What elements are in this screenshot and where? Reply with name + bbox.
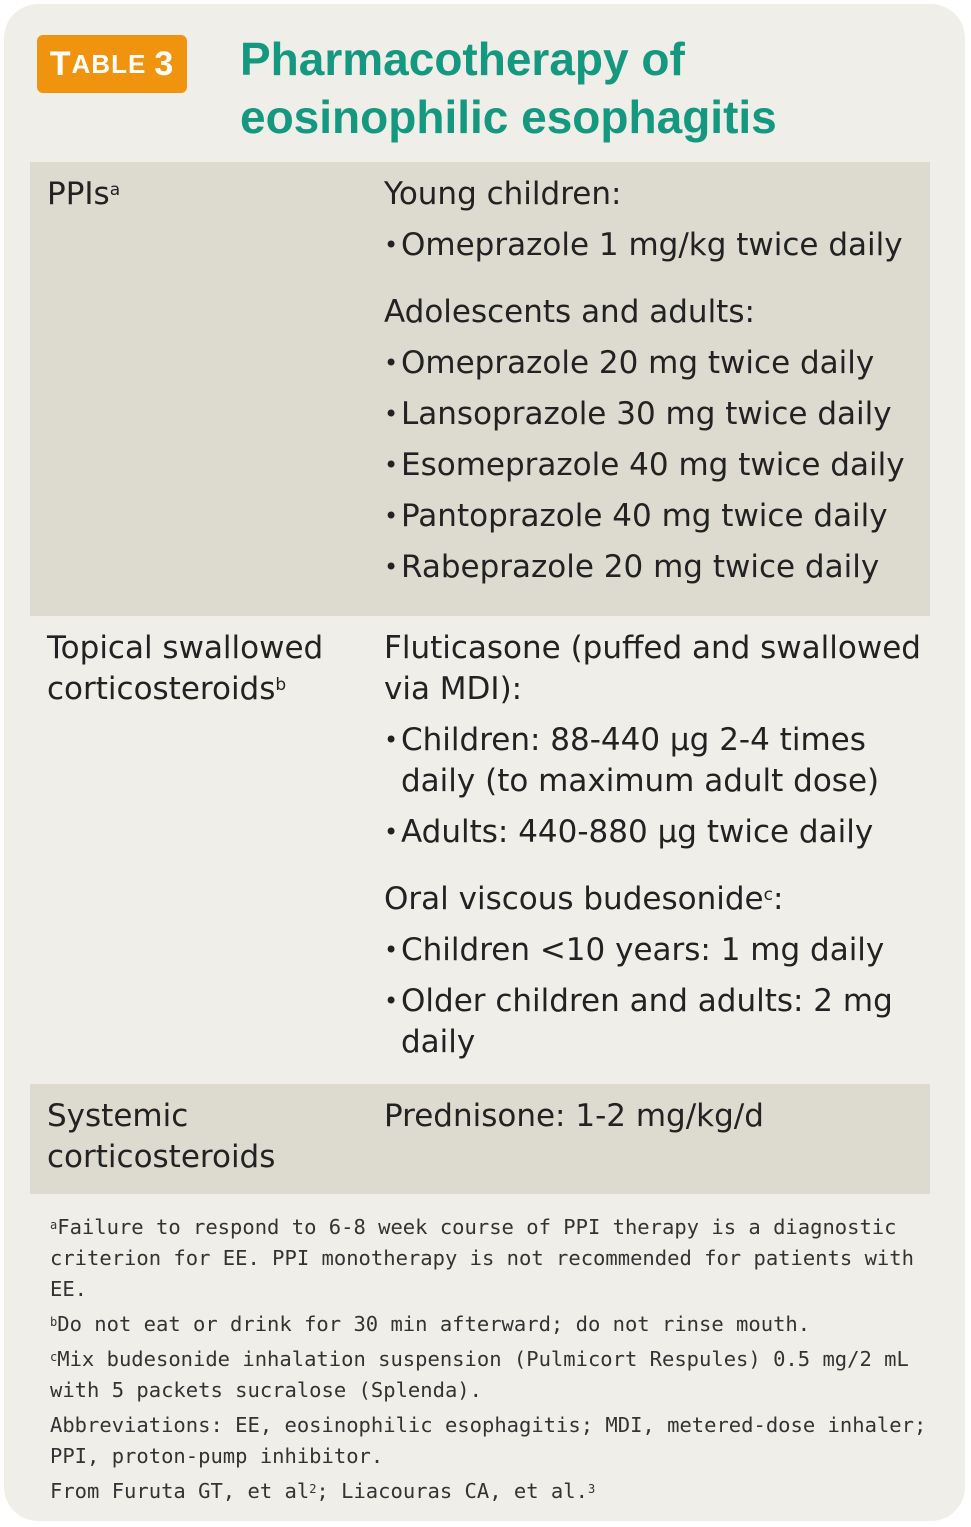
footnote-marker: c [763,885,773,905]
list-item: Adults: 440-880 µg twice daily [384,812,924,853]
list-item: Omeprazole 1 mg/kg twice daily [384,225,924,266]
row-label-text: corticosteroids [47,671,276,707]
row-label-line-1: Topical swallowed [47,630,324,666]
list-item: Older children and adults: 2 mg daily [384,981,924,1063]
table-row-topical-corticosteroids: Topical swallowed corticosteroidsb Fluti… [30,616,930,1084]
footnote-b: bDo not eat or drink for 30 min afterwar… [50,1309,930,1340]
row-label: PPIsa [47,174,367,215]
dose-group: Oral viscous budesonidec: Children <10 y… [384,879,924,1063]
row-content: Prednisone: 1-2 mg/kg/d [384,1098,764,1134]
footnote-marker: b [275,675,287,695]
row-label-line-1: Systemic [47,1098,189,1134]
source-text: From Furuta GT, et al [50,1479,310,1503]
footnote-marker: c [50,1350,58,1364]
row-content: Fluticasone (puffed and swallowed via MD… [384,628,924,1063]
list-item: Children <10 years: 1 mg daily [384,930,924,971]
reference-marker: 3 [587,1482,596,1496]
group-heading: Fluticasone (puffed and swallowed via MD… [384,630,921,707]
footnote-text: Do not eat or drink for 30 min afterward… [57,1312,811,1336]
title-line-1: Pharmacotherapy of [240,33,685,85]
dose-group: Adolescents and adults: Omeprazole 20 mg… [384,292,924,588]
list-item: Pantoprazole 40 mg twice daily [384,496,924,537]
footnote-marker: b [50,1315,58,1329]
row-label-text: PPIs [47,176,110,212]
source-text: ; Liacouras CA, et al. [316,1479,588,1503]
footnote-text: Mix budesonide inhalation suspension (Pu… [50,1347,909,1402]
footnote-marker: a [50,1218,58,1232]
group-heading: Adolescents and adults: [384,294,755,330]
footnote-text: Failure to respond to 6-8 week course of… [50,1215,914,1301]
dose-group: Fluticasone (puffed and swallowed via MD… [384,628,924,853]
badge-initial: T [49,44,72,83]
source-note: From Furuta GT, et al2; Liacouras CA, et… [50,1476,930,1507]
row-label: Topical swallowed corticosteroidsb [47,628,367,710]
list-item: Esomeprazole 40 mg twice daily [384,445,924,486]
table-footnotes: aFailure to respond to 6-8 week course o… [50,1212,930,1511]
dose-group: Young children: Omeprazole 1 mg/kg twice… [384,174,924,266]
list-item: Omeprazole 20 mg twice daily [384,343,924,384]
group-heading: Oral viscous budesonidec: [384,879,924,920]
row-content: Young children: Omeprazole 1 mg/kg twice… [384,174,924,588]
abbreviations-note: Abbreviations: EE, eosinophilic esophagi… [50,1413,927,1468]
footnote-a: aFailure to respond to 6-8 week course o… [50,1212,930,1305]
table-number-badge: Table 3 [37,35,187,93]
group-heading-colon: : [772,881,784,917]
group-heading: Young children: [384,176,622,212]
group-heading-text: Oral viscous budesonide [384,881,764,917]
list-item: Children: 88-440 µg 2-4 times daily (to … [384,720,924,802]
list-item: Lansoprazole 30 mg twice daily [384,394,924,435]
table-row-systemic-corticosteroids: Systemic corticosteroids Prednisone: 1-2… [30,1084,930,1194]
badge-number: 3 [154,44,175,83]
title-line-2: eosinophilic esophagitis [240,91,777,143]
badge-word: able [71,48,147,79]
footnote-c: cMix budesonide inhalation suspension (P… [50,1344,930,1406]
table-title: Pharmacotherapy of eosinophilic esophagi… [240,30,940,146]
pharmacotherapy-table: PPIsa Young children: Omeprazole 1 mg/kg… [30,162,930,1194]
list-item: Rabeprazole 20 mg twice daily [384,547,924,588]
table-row-ppis: PPIsa Young children: Omeprazole 1 mg/kg… [30,162,930,616]
footnote-marker: a [109,180,121,200]
row-label-line-2: corticosteroids [47,1139,276,1175]
reference-marker: 2 [309,1482,317,1496]
row-label: Systemic corticosteroids [47,1096,367,1178]
row-label-line-2: corticosteroidsb [47,669,367,710]
